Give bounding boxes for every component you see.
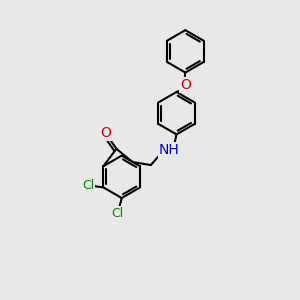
Text: Cl: Cl	[82, 179, 94, 192]
Text: NH: NH	[159, 143, 179, 157]
Text: Cl: Cl	[111, 207, 123, 220]
Text: O: O	[180, 78, 191, 92]
Text: O: O	[100, 126, 111, 140]
